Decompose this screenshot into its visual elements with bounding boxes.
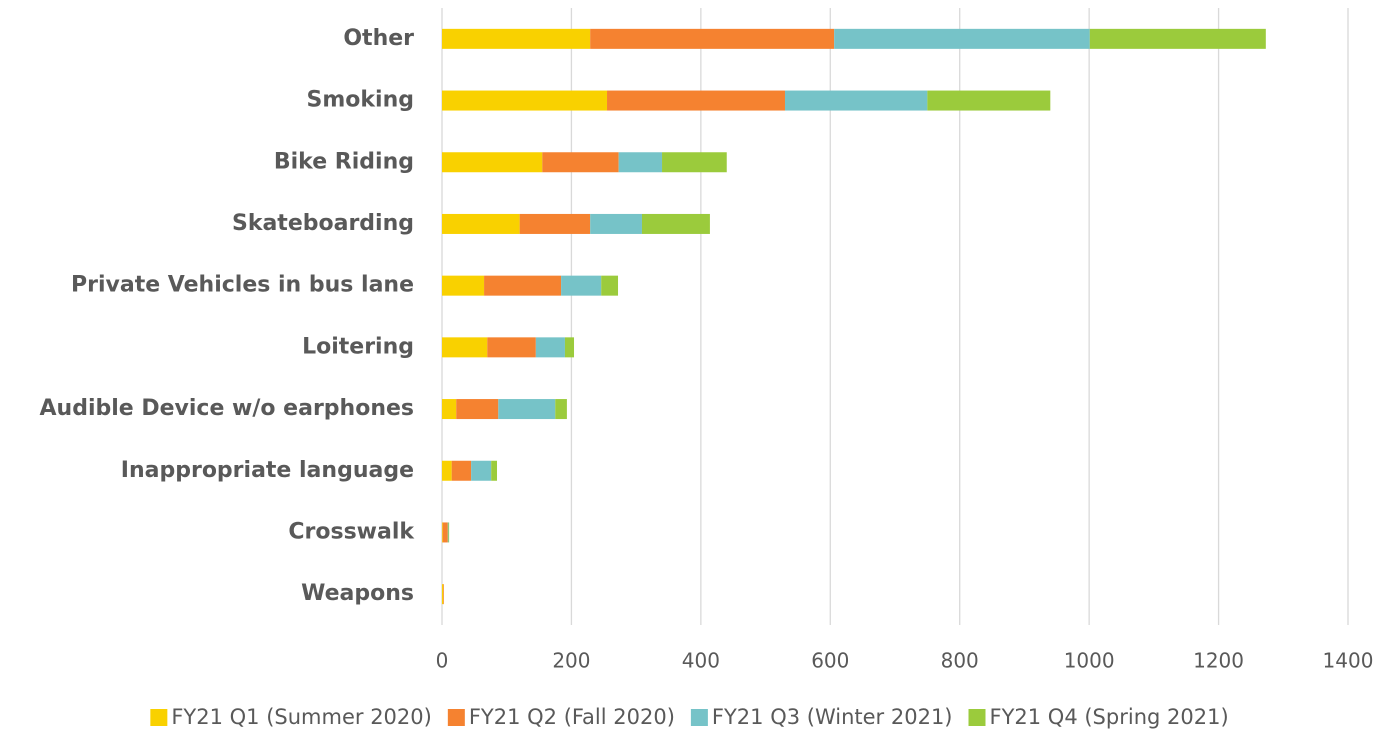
bar-segment — [662, 152, 727, 173]
y-tick-label: Inappropriate language — [121, 458, 414, 483]
y-tick-label: Loitering — [302, 334, 414, 359]
bar-segment — [542, 152, 619, 173]
y-tick-label: Weapons — [301, 581, 414, 606]
bar-segment — [1089, 28, 1266, 49]
y-tick-label: Private Vehicles in bus lane — [71, 273, 414, 298]
legend-swatch — [968, 709, 986, 726]
bar-segment — [491, 460, 498, 481]
x-tick-label: 1200 — [1193, 649, 1244, 673]
bar-segment — [442, 460, 452, 481]
bar-segment — [447, 522, 449, 543]
x-tick-label: 400 — [682, 649, 720, 673]
y-tick-label: Skateboarding — [232, 211, 414, 236]
bar-segment — [641, 213, 710, 234]
x-tick-label: 800 — [941, 649, 979, 673]
legend-swatch — [690, 709, 708, 726]
x-tick-label: 200 — [552, 649, 590, 673]
bar-segment — [601, 275, 619, 296]
bar-segment — [535, 337, 565, 358]
bar-segment — [484, 275, 562, 296]
bar-segment — [590, 28, 835, 49]
x-tick-label: 1000 — [1064, 649, 1115, 673]
bar-segment — [487, 337, 536, 358]
legend-swatch — [447, 709, 465, 726]
y-tick-label: Bike Riding — [274, 149, 414, 174]
legend-label: FY21 Q4 (Spring 2021) — [990, 705, 1229, 729]
bar-segment — [442, 337, 488, 358]
bar-segment — [448, 522, 450, 543]
bar-segment — [927, 90, 1051, 111]
y-tick-label: Audible Device w/o earphones — [40, 396, 414, 421]
y-tick-label: Other — [343, 26, 414, 51]
bar-segment — [442, 90, 608, 111]
bar-segment — [442, 152, 543, 173]
bar-segment — [442, 399, 457, 420]
bar-segment — [834, 28, 1090, 49]
bar-segment — [471, 460, 492, 481]
legend-label: FY21 Q2 (Fall 2020) — [469, 705, 675, 729]
bar-segment — [442, 522, 448, 543]
x-tick-label: 0 — [436, 649, 449, 673]
bar-segment — [442, 275, 485, 296]
legend-label: FY21 Q3 (Winter 2021) — [712, 705, 953, 729]
bar-segment — [561, 275, 602, 296]
bar-segment — [555, 399, 567, 420]
bar-segment — [442, 522, 443, 543]
bar-segment — [564, 337, 575, 358]
bar-segment — [442, 28, 591, 49]
bar-segment — [456, 399, 499, 420]
bar-segment — [443, 584, 444, 605]
bar-segment — [442, 213, 520, 234]
x-tick-label: 600 — [811, 649, 849, 673]
legend-label: FY21 Q1 (Summer 2020) — [171, 705, 431, 729]
bar-segment — [618, 152, 663, 173]
y-tick-label: Crosswalk — [288, 519, 415, 544]
legend-swatch — [150, 709, 168, 726]
bar-segment — [607, 90, 785, 111]
bar-segment — [451, 460, 472, 481]
y-tick-label: Smoking — [307, 88, 414, 113]
bar-segment — [590, 213, 642, 234]
bar-segment — [519, 213, 591, 234]
x-tick-label: 1400 — [1323, 649, 1374, 673]
bar-segment — [498, 399, 556, 420]
bar-segment — [442, 584, 444, 605]
bar-segment — [784, 90, 928, 111]
